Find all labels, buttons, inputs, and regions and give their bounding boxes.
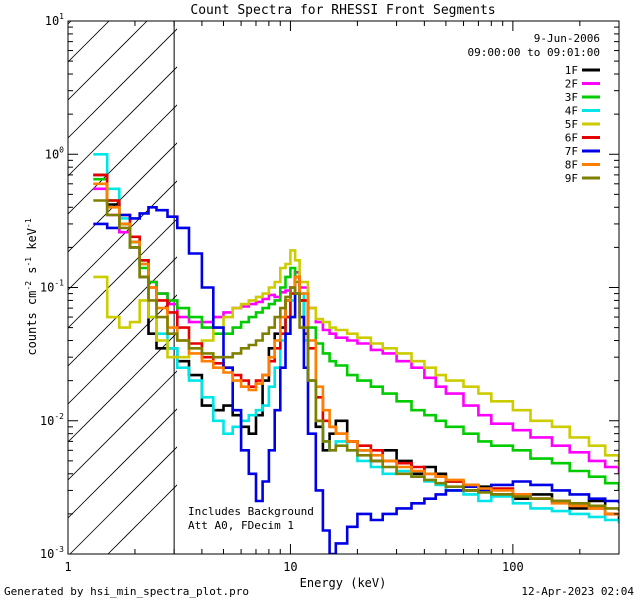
legend-label: 7F [565,145,578,158]
y-tick-label: 10-1 [40,279,64,295]
legend-label: 6F [565,132,578,145]
legend-label: 4F [565,105,578,118]
legend-label: 5F [565,118,578,131]
legend-label: 3F [565,91,578,104]
hatch-line [68,28,177,139]
x-tick-label: 100 [502,560,524,574]
hatch-line [68,370,177,481]
hatch-line [68,408,177,519]
legend-label: 2F [565,78,578,91]
hatch-line [68,180,177,291]
y-tick-label: 10-3 [40,545,64,561]
hatch-line [69,446,177,554]
hatch-line [68,104,177,215]
excluded-energy-hatch [68,21,177,554]
legend-label: 8F [565,159,578,172]
y-tick-label: 10-2 [40,412,64,428]
legend-label: 9F [565,172,578,185]
series-line-2F [93,187,619,474]
legend-label: 1F [565,64,578,77]
background-annotation: Includes Background [188,505,314,518]
y-tick-label: 100 [45,145,64,161]
chart-title: Count Spectra for RHESSI Front Segments [190,3,495,18]
footer-generated-by: Generated by hsi_min_spectra_plot.pro [4,585,249,598]
hatch-line [68,256,177,367]
series-line-5F [93,249,619,467]
series-line-9F [93,199,619,512]
y-tick-label: 101 [45,12,64,28]
footer-timestamp: 12-Apr-2023 02:04 [521,585,634,598]
hatch-line [68,294,177,405]
hatch-line [68,218,177,329]
x-tick-label: 1 [64,560,71,574]
hatch-line [107,484,177,554]
hatch-line [68,142,177,253]
x-axis-label: Energy (keV) [300,576,387,590]
hatch-line [68,66,177,177]
date-label: 9-Jun-2006 [534,32,600,45]
series-line-8F [93,182,619,517]
time-range-label: 09:00:00 to 09:01:00 [468,46,600,59]
attenuator-annotation: Att A0, FDecim 1 [188,519,294,532]
y-axis-label: counts cm-2 s-1 keV-1 [24,218,39,355]
x-tick-label: 10 [283,560,297,574]
series-line-6F [93,173,619,517]
